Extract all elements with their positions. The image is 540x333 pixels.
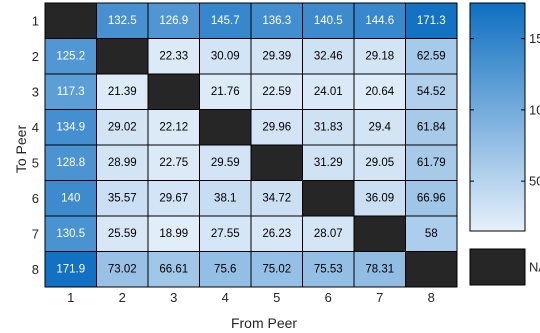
heatmap-cell-value: 136.3 xyxy=(262,15,291,27)
heatmap-cell xyxy=(251,145,303,181)
heatmap-cell-value: 29.96 xyxy=(262,121,291,133)
heatmap-cell-value: 54.52 xyxy=(417,86,446,98)
heatmap-cell-value: 75.02 xyxy=(262,263,291,275)
heatmap-cell-value: 29.39 xyxy=(262,50,291,62)
heatmap-cells: 132.5 126.9 145.7 136.3 140.5 144.6 171.3 125.2… xyxy=(45,3,457,287)
y-tick-label: 1 xyxy=(32,13,39,28)
heatmap-cell-value: 66.61 xyxy=(159,263,188,275)
heatmap-cell-value: 30.09 xyxy=(211,50,240,62)
heatmap-cell-value: 28.07 xyxy=(314,228,343,240)
x-tick-label: 7 xyxy=(376,290,383,305)
heatmap-cell-value: 29.4 xyxy=(369,121,392,133)
heatmap-cell-value: 61.79 xyxy=(417,157,446,169)
heatmap-cell xyxy=(354,216,406,252)
heatmap-cell-value: 73.02 xyxy=(108,263,137,275)
x-tick-label: 1 xyxy=(67,290,74,305)
heatmap-cell xyxy=(45,3,97,39)
colorbar-tick-label: 50 xyxy=(529,174,540,189)
colorbar-tick-label: 150 xyxy=(529,31,540,46)
colorbar-na-label: NA xyxy=(529,260,540,275)
heatmap-cell-value: 75.6 xyxy=(214,263,236,275)
y-axis-label: To Peer xyxy=(13,125,29,174)
heatmap-cell-value: 27.55 xyxy=(211,228,240,240)
y-tick-label: 5 xyxy=(32,155,39,170)
heatmap-cell-value: 21.76 xyxy=(211,86,240,98)
heatmap-cell-value: 126.9 xyxy=(159,15,188,27)
heatmap-cell-value: 117.3 xyxy=(57,86,85,98)
x-tick-label: 2 xyxy=(119,290,126,305)
heatmap-cell-value: 21.39 xyxy=(108,86,137,98)
colorbar-na-swatch xyxy=(470,249,525,285)
heatmap-cell-value: 20.64 xyxy=(365,86,394,98)
heatmap-cell-value: 62.59 xyxy=(417,50,446,62)
heatmap-cell xyxy=(303,181,355,217)
heatmap-cell-value: 34.72 xyxy=(262,192,291,204)
x-tick-label: 4 xyxy=(222,290,229,305)
x-axis-label: From Peer xyxy=(231,315,297,331)
heatmap-cell xyxy=(148,74,200,110)
heatmap-cell-value: 35.57 xyxy=(108,192,137,204)
y-tick-labels: 1 2 3 4 5 6 7 8 xyxy=(32,13,39,277)
heatmap-cell-value: 145.7 xyxy=(211,15,240,27)
heatmap-cell-value: 125.2 xyxy=(56,50,85,62)
heatmap-cell-value: 171.3 xyxy=(417,15,446,27)
heatmap-cell-value: 132.5 xyxy=(108,15,137,27)
heatmap-cell-value: 22.33 xyxy=(159,50,188,62)
heatmap-cell xyxy=(200,110,252,146)
heatmap-cell xyxy=(406,252,458,288)
heatmap-cell-value: 75.53 xyxy=(314,263,343,275)
heatmap-cell-value: 26.23 xyxy=(262,228,291,240)
heatmap-cell-value: 29.05 xyxy=(365,157,394,169)
heatmap-cell-value: 28.99 xyxy=(108,157,137,169)
colorbar-tick-label: 100 xyxy=(529,102,540,117)
heatmap-cell-value: 61.84 xyxy=(417,121,446,133)
heatmap-cell-value: 31.83 xyxy=(314,121,343,133)
heatmap-cell-value: 130.5 xyxy=(56,228,85,240)
heatmap-cell-value: 22.59 xyxy=(262,86,291,98)
colorbar: 50 100 150 NA xyxy=(470,3,540,285)
heatmap-cell-value: 25.59 xyxy=(108,228,137,240)
x-tick-label: 6 xyxy=(325,290,332,305)
y-tick-label: 4 xyxy=(32,120,39,135)
y-tick-label: 6 xyxy=(32,191,39,206)
y-tick-label: 2 xyxy=(32,49,39,64)
heatmap-cell-value: 78.31 xyxy=(365,263,394,275)
heatmap-cell-value: 29.59 xyxy=(211,157,240,169)
x-tick-label: 5 xyxy=(273,290,280,305)
heatmap-cell-value: 128.8 xyxy=(56,157,85,169)
heatmap-cell-value: 140 xyxy=(61,192,80,204)
colorbar-gradient xyxy=(470,3,525,231)
heatmap-cell-value: 134.9 xyxy=(56,121,85,133)
heatmap-cell-value: 29.18 xyxy=(365,50,394,62)
heatmap-cell xyxy=(97,39,149,75)
heatmap-cell-value: 144.6 xyxy=(365,15,394,27)
heatmap-cell-value: 58 xyxy=(425,228,438,240)
heatmap-cell-value: 22.12 xyxy=(159,121,188,133)
heatmap-cell-value: 38.1 xyxy=(214,192,236,204)
x-tick-labels: 1 2 3 4 5 6 7 8 xyxy=(67,290,435,305)
heatmap-cell-value: 31.29 xyxy=(314,157,343,169)
heatmap-cell-value: 32.46 xyxy=(314,50,343,62)
heatmap-cell-value: 29.67 xyxy=(159,192,188,204)
x-tick-label: 3 xyxy=(170,290,177,305)
heatmap-cell-value: 24.01 xyxy=(314,86,343,98)
heatmap-cell-value: 66.96 xyxy=(417,192,446,204)
heatmap-cell-value: 29.02 xyxy=(108,121,137,133)
heatmap-cell-value: 36.09 xyxy=(365,192,394,204)
heatmap-cell-value: 171.9 xyxy=(56,263,85,275)
y-tick-label: 3 xyxy=(32,84,39,99)
heatmap-cell-value: 140.5 xyxy=(314,15,343,27)
y-tick-label: 8 xyxy=(32,262,39,277)
heatmap-cell-value: 18.99 xyxy=(159,228,188,240)
y-tick-label: 7 xyxy=(32,226,39,241)
heatmap-cell-value: 22.75 xyxy=(159,157,188,169)
x-tick-label: 8 xyxy=(428,290,435,305)
